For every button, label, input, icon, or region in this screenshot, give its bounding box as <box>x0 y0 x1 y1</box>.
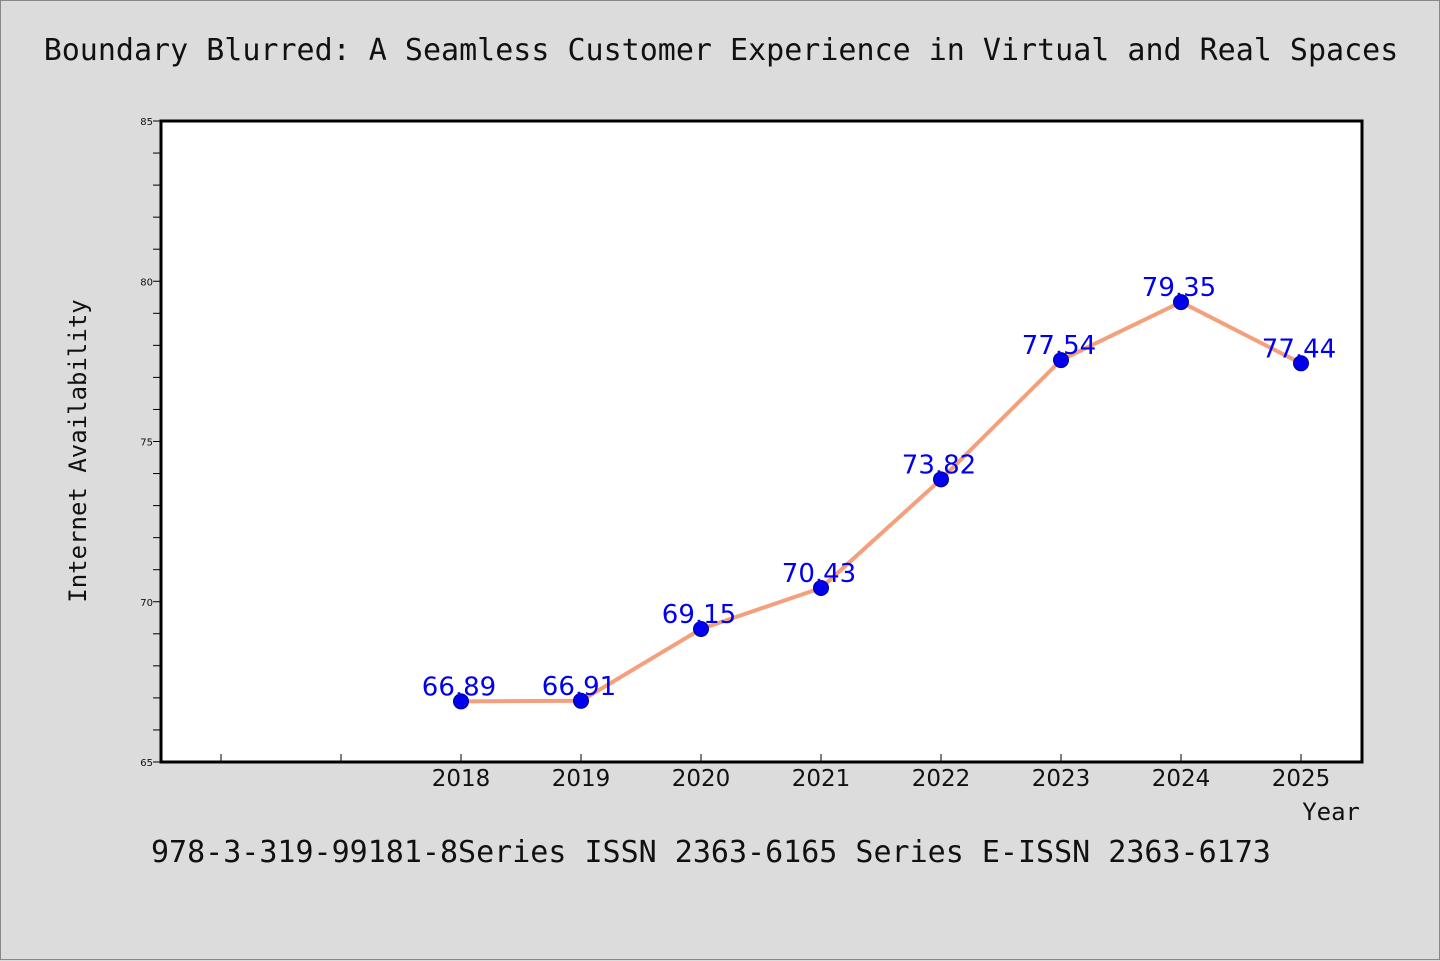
data-label: 77.54 <box>1022 331 1096 361</box>
data-label: 79.35 <box>1142 273 1216 303</box>
data-label: 70.43 <box>782 559 856 589</box>
y-tick-label: 70 <box>140 598 153 609</box>
x-tick-label: 2023 <box>1032 766 1091 792</box>
x-tick-label: 2022 <box>912 766 971 792</box>
data-points <box>453 294 1309 710</box>
data-labels: 66.89 66.91 69.15 70.43 73.82 77.54 79.35 77.44 <box>422 273 1336 702</box>
y-axis-label: Internet Availability <box>64 299 92 602</box>
x-tick-label: 2019 <box>552 766 611 792</box>
data-label: 69.15 <box>662 600 736 630</box>
y-axis: 65 70 75 80 85 <box>140 117 161 769</box>
data-point <box>573 692 589 709</box>
data-label: 77.44 <box>1262 334 1336 364</box>
x-axis-label: Year <box>1302 798 1360 826</box>
isbn-footer: 978-3-319-99181-8Series ISSN 2363-6165 S… <box>151 835 1271 870</box>
data-label: 66.91 <box>542 672 616 702</box>
y-tick-label: 75 <box>140 438 153 449</box>
data-point <box>693 620 709 637</box>
x-tick-label: 2025 <box>1272 766 1331 792</box>
series-line <box>459 300 1303 704</box>
data-label: 73.82 <box>902 450 976 480</box>
y-tick-label: 80 <box>140 277 153 288</box>
data-point <box>453 693 469 710</box>
x-tick-label: 2024 <box>1152 766 1211 792</box>
y-tick-label: 85 <box>140 117 153 128</box>
x-tick-label: 2018 <box>432 766 491 792</box>
y-tick-label: 65 <box>140 758 153 769</box>
chart-title: Boundary Blurred: A Seamless Customer Ex… <box>43 33 1399 68</box>
data-point <box>1053 352 1069 369</box>
data-point <box>933 471 949 488</box>
x-tick-label: 2020 <box>672 766 731 792</box>
data-point <box>813 579 829 596</box>
x-tick-label: 2021 <box>792 766 851 792</box>
data-label: 66.89 <box>422 672 496 702</box>
plot-area <box>159 119 1364 764</box>
data-point <box>1293 355 1309 372</box>
x-axis: 2018 2019 2020 2021 2022 2023 2024 2025 <box>220 754 1331 792</box>
data-point <box>1173 294 1189 311</box>
